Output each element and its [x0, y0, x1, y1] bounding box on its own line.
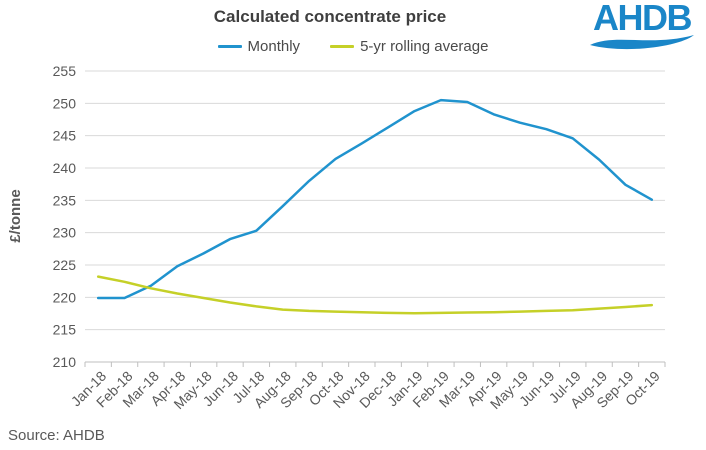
ahdb-logo: AHDB — [586, 0, 698, 52]
legend-label-rolling-average: 5-yr rolling average — [360, 38, 489, 55]
y-tick-label: 230 — [53, 225, 77, 241]
y-tick-label: 210 — [53, 354, 77, 370]
y-tick-label: 235 — [53, 192, 77, 208]
monthly-series-line — [96, 98, 654, 300]
y-tick-label: 250 — [53, 95, 77, 111]
source-note: Source: AHDB — [8, 427, 105, 444]
y-tick-label: 220 — [53, 289, 77, 305]
y-axis-title: £/tonne — [7, 189, 24, 243]
legend-item-rolling-average: 5-yr rolling average — [330, 38, 488, 55]
rolling-average-line-swatch-icon — [330, 45, 355, 48]
y-tick-label: 215 — [53, 322, 77, 338]
y-tick-label: 240 — [53, 160, 77, 176]
ahdb-logo-text: AHDB — [593, 0, 693, 38]
chart-legend: Monthly 5-yr rolling average — [0, 38, 706, 55]
monthly-line-swatch-icon — [217, 45, 242, 48]
legend-label-monthly: Monthly — [247, 38, 301, 55]
chart-title: Calculated concentrate price — [213, 7, 447, 26]
rolling-average-series-line — [96, 275, 654, 315]
y-tick-label: 245 — [53, 128, 77, 144]
y-tick-label: 255 — [53, 63, 77, 79]
y-tick-label: 225 — [53, 257, 77, 273]
ahdb-logo-wave-icon — [590, 35, 694, 50]
legend-item-monthly: Monthly — [217, 38, 301, 55]
